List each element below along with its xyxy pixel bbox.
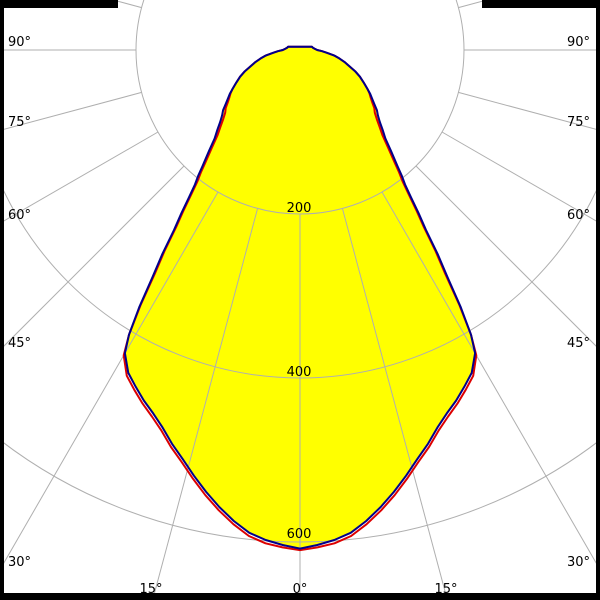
ring-label: 600 [287, 527, 312, 542]
grid-radial [0, 165, 185, 351]
grid-radial [341, 208, 448, 600]
angle-label: 30° [8, 555, 31, 570]
grid-radial [441, 131, 600, 224]
ring-label: 400 [287, 365, 312, 380]
angle-label: 75° [8, 115, 31, 130]
angle-label: 90° [567, 35, 590, 50]
angle-label: 60° [8, 208, 31, 223]
grid-radial [458, 91, 600, 131]
angle-label: 45° [8, 336, 31, 351]
intensity-curve-red [122, 45, 478, 552]
angle-label: 45° [567, 336, 590, 351]
grid-radial [381, 191, 600, 571]
frame-border [0, 0, 118, 8]
frame-border [482, 0, 600, 8]
grid-radial [0, 131, 159, 224]
grid-radial [415, 165, 600, 351]
angle-label: 30° [567, 555, 590, 570]
frame-border [596, 0, 600, 600]
grid-radial [0, 191, 219, 571]
intensity-curve-blue [123, 45, 477, 550]
frame-border [0, 593, 600, 600]
ring-label: 200 [287, 201, 312, 216]
angle-label: 75° [567, 115, 590, 130]
frame-border [0, 0, 4, 600]
angle-label: 60° [567, 208, 590, 223]
grid-radial [0, 91, 142, 131]
grid-radial [152, 208, 259, 600]
angle-label: 90° [8, 35, 31, 50]
